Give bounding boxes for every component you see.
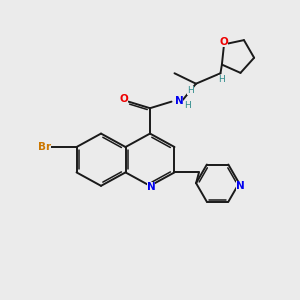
Text: H: H	[184, 101, 191, 110]
Text: O: O	[219, 37, 228, 47]
Text: H: H	[187, 86, 194, 95]
Text: O: O	[119, 94, 128, 103]
Text: N: N	[146, 182, 155, 192]
Text: H: H	[218, 75, 224, 84]
Text: Br: Br	[38, 142, 51, 152]
Text: N: N	[236, 181, 245, 190]
Text: N: N	[175, 96, 183, 106]
